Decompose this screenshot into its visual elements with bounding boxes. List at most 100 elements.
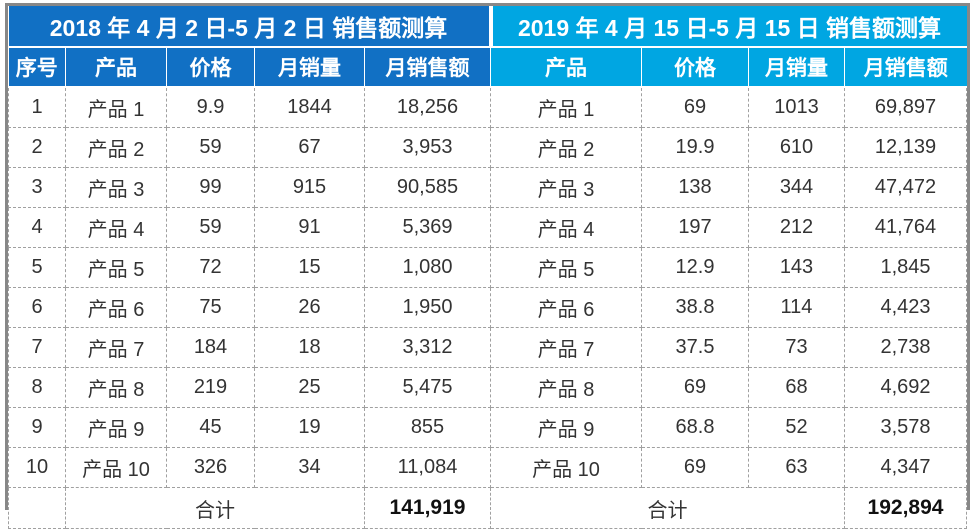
cell-product-2019[interactable]: 产品 7 xyxy=(490,327,642,368)
cell-monthly-revenue-2018[interactable]: 1,080 xyxy=(364,247,491,288)
cell-product-2018[interactable]: 产品 6 xyxy=(65,287,167,328)
column-header-index[interactable]: 序号 xyxy=(8,46,66,88)
cell-monthly-sales-2018[interactable]: 34 xyxy=(254,447,365,488)
cell-monthly-sales-2018[interactable]: 1844 xyxy=(254,86,365,128)
cell-price-2019[interactable]: 12.9 xyxy=(641,247,749,288)
cell-product-2019[interactable]: 产品 1 xyxy=(490,86,642,128)
cell-product-2018[interactable]: 产品 4 xyxy=(65,207,167,248)
cell-price-2018[interactable]: 75 xyxy=(166,287,255,328)
column-header-product-2018[interactable]: 产品 xyxy=(65,46,167,88)
column-header-product-2019[interactable]: 产品 xyxy=(490,46,642,88)
cell-product-2019[interactable]: 产品 3 xyxy=(490,167,642,208)
cell-monthly-revenue-2018[interactable]: 1,950 xyxy=(364,287,491,328)
cell-product-2018[interactable]: 产品 8 xyxy=(65,367,167,408)
cell-monthly-revenue-2019[interactable]: 4,692 xyxy=(843,367,968,408)
cell-index[interactable]: 6 xyxy=(8,287,66,328)
cell-monthly-revenue-2018[interactable]: 3,312 xyxy=(364,327,491,368)
cell-monthly-revenue-2018[interactable]: 855 xyxy=(364,407,491,448)
cell-price-2018[interactable]: 59 xyxy=(166,127,255,168)
cell-monthly-revenue-2019[interactable]: 1,845 xyxy=(843,247,968,288)
cell-price-2019[interactable]: 19.9 xyxy=(641,127,749,168)
cell-price-2018[interactable]: 99 xyxy=(166,167,255,208)
cell-monthly-revenue-2018[interactable]: 5,369 xyxy=(364,207,491,248)
left-total-value[interactable]: 141,919 xyxy=(364,487,491,529)
cell-price-2018[interactable]: 72 xyxy=(166,247,255,288)
cell-index[interactable]: 3 xyxy=(8,167,66,208)
cell-product-2018[interactable]: 产品 1 xyxy=(65,86,167,128)
cell-monthly-sales-2019[interactable]: 610 xyxy=(748,127,845,168)
cell-product-2018[interactable]: 产品 5 xyxy=(65,247,167,288)
cell-product-2019[interactable]: 产品 5 xyxy=(490,247,642,288)
cell-monthly-sales-2018[interactable]: 91 xyxy=(254,207,365,248)
cell-monthly-sales-2018[interactable]: 67 xyxy=(254,127,365,168)
cell-monthly-sales-2018[interactable]: 26 xyxy=(254,287,365,328)
cell-price-2019[interactable]: 38.8 xyxy=(641,287,749,328)
left-total-label[interactable]: 合计 xyxy=(65,487,365,529)
cell-price-2018[interactable]: 45 xyxy=(166,407,255,448)
cell-monthly-sales-2018[interactable]: 915 xyxy=(254,167,365,208)
cell-product-2019[interactable]: 产品 10 xyxy=(490,447,642,488)
cell-monthly-sales-2018[interactable]: 15 xyxy=(254,247,365,288)
cell-product-2018[interactable]: 产品 3 xyxy=(65,167,167,208)
cell-product-2018[interactable]: 产品 9 xyxy=(65,407,167,448)
cell-price-2018[interactable]: 326 xyxy=(166,447,255,488)
cell-monthly-revenue-2018[interactable]: 90,585 xyxy=(364,167,491,208)
cell-price-2019[interactable]: 197 xyxy=(641,207,749,248)
cell-price-2018[interactable]: 184 xyxy=(166,327,255,368)
right-table-title[interactable]: 2019 年 4 月 15 日-5 月 15 日 销售额测算 xyxy=(488,6,967,47)
cell-monthly-revenue-2019[interactable]: 4,423 xyxy=(843,287,968,328)
cell-price-2019[interactable]: 69 xyxy=(641,367,749,408)
cell-price-2018[interactable]: 59 xyxy=(166,207,255,248)
cell-product-2019[interactable]: 产品 4 xyxy=(490,207,642,248)
cell-index[interactable]: 10 xyxy=(8,447,66,488)
cell-price-2019[interactable]: 68.8 xyxy=(641,407,749,448)
cell-monthly-revenue-2018[interactable]: 5,475 xyxy=(364,367,491,408)
cell-monthly-revenue-2019[interactable]: 47,472 xyxy=(843,167,968,208)
cell-product-2019[interactable]: 产品 8 xyxy=(490,367,642,408)
cell-monthly-sales-2018[interactable]: 19 xyxy=(254,407,365,448)
cell-monthly-sales-2018[interactable]: 25 xyxy=(254,367,365,408)
cell-product-2019[interactable]: 产品 2 xyxy=(490,127,642,168)
cell-monthly-sales-2019[interactable]: 52 xyxy=(748,407,845,448)
cell-index[interactable]: 5 xyxy=(8,247,66,288)
cell-monthly-revenue-2019[interactable]: 69,897 xyxy=(843,86,968,128)
cell-monthly-revenue-2019[interactable]: 4,347 xyxy=(843,447,968,488)
cell-price-2018[interactable]: 9.9 xyxy=(166,86,255,128)
cell-monthly-revenue-2019[interactable]: 12,139 xyxy=(843,127,968,168)
cell-index[interactable]: 1 xyxy=(8,86,66,128)
cell-monthly-revenue-2019[interactable]: 3,578 xyxy=(843,407,968,448)
right-total-label[interactable]: 合计 xyxy=(490,487,845,529)
cell-index[interactable]: 2 xyxy=(8,127,66,168)
cell-price-2019[interactable]: 69 xyxy=(641,86,749,128)
cell-index[interactable]: 8 xyxy=(8,367,66,408)
column-header-monthly-revenue-2018[interactable]: 月销售额 xyxy=(364,46,491,88)
cell-monthly-sales-2019[interactable]: 63 xyxy=(748,447,845,488)
cell-monthly-revenue-2018[interactable]: 18,256 xyxy=(364,86,491,128)
column-header-monthly-sales-2019[interactable]: 月销量 xyxy=(748,46,845,88)
cell-product-2018[interactable]: 产品 2 xyxy=(65,127,167,168)
cell-monthly-sales-2019[interactable]: 143 xyxy=(748,247,845,288)
cell-monthly-sales-2019[interactable]: 73 xyxy=(748,327,845,368)
column-header-price-2019[interactable]: 价格 xyxy=(641,46,749,88)
cell-product-2018[interactable]: 产品 10 xyxy=(65,447,167,488)
cell-monthly-revenue-2019[interactable]: 41,764 xyxy=(843,207,968,248)
cell-price-2018[interactable]: 219 xyxy=(166,367,255,408)
column-header-price-2018[interactable]: 价格 xyxy=(166,46,255,88)
cell-index[interactable]: 7 xyxy=(8,327,66,368)
column-header-monthly-revenue-2019[interactable]: 月销售额 xyxy=(843,46,967,88)
cell-index[interactable]: 9 xyxy=(8,407,66,448)
cell-price-2019[interactable]: 138 xyxy=(641,167,749,208)
cell-price-2019[interactable]: 37.5 xyxy=(641,327,749,368)
cell-monthly-revenue-2019[interactable]: 2,738 xyxy=(843,327,968,368)
column-header-monthly-sales-2018[interactable]: 月销量 xyxy=(254,46,365,88)
cell-monthly-revenue-2018[interactable]: 3,953 xyxy=(364,127,491,168)
cell-product-2019[interactable]: 产品 6 xyxy=(490,287,642,328)
cell-product-2018[interactable]: 产品 7 xyxy=(65,327,167,368)
left-table-title[interactable]: 2018 年 4 月 2 日-5 月 2 日 销售额测算 xyxy=(8,6,491,47)
cell-monthly-sales-2018[interactable]: 18 xyxy=(254,327,365,368)
cell-monthly-revenue-2018[interactable]: 11,084 xyxy=(364,447,491,488)
right-total-value[interactable]: 192,894 xyxy=(843,487,968,529)
cell-monthly-sales-2019[interactable]: 114 xyxy=(748,287,845,328)
cell-index[interactable]: 4 xyxy=(8,207,66,248)
cell-price-2019[interactable]: 69 xyxy=(641,447,749,488)
